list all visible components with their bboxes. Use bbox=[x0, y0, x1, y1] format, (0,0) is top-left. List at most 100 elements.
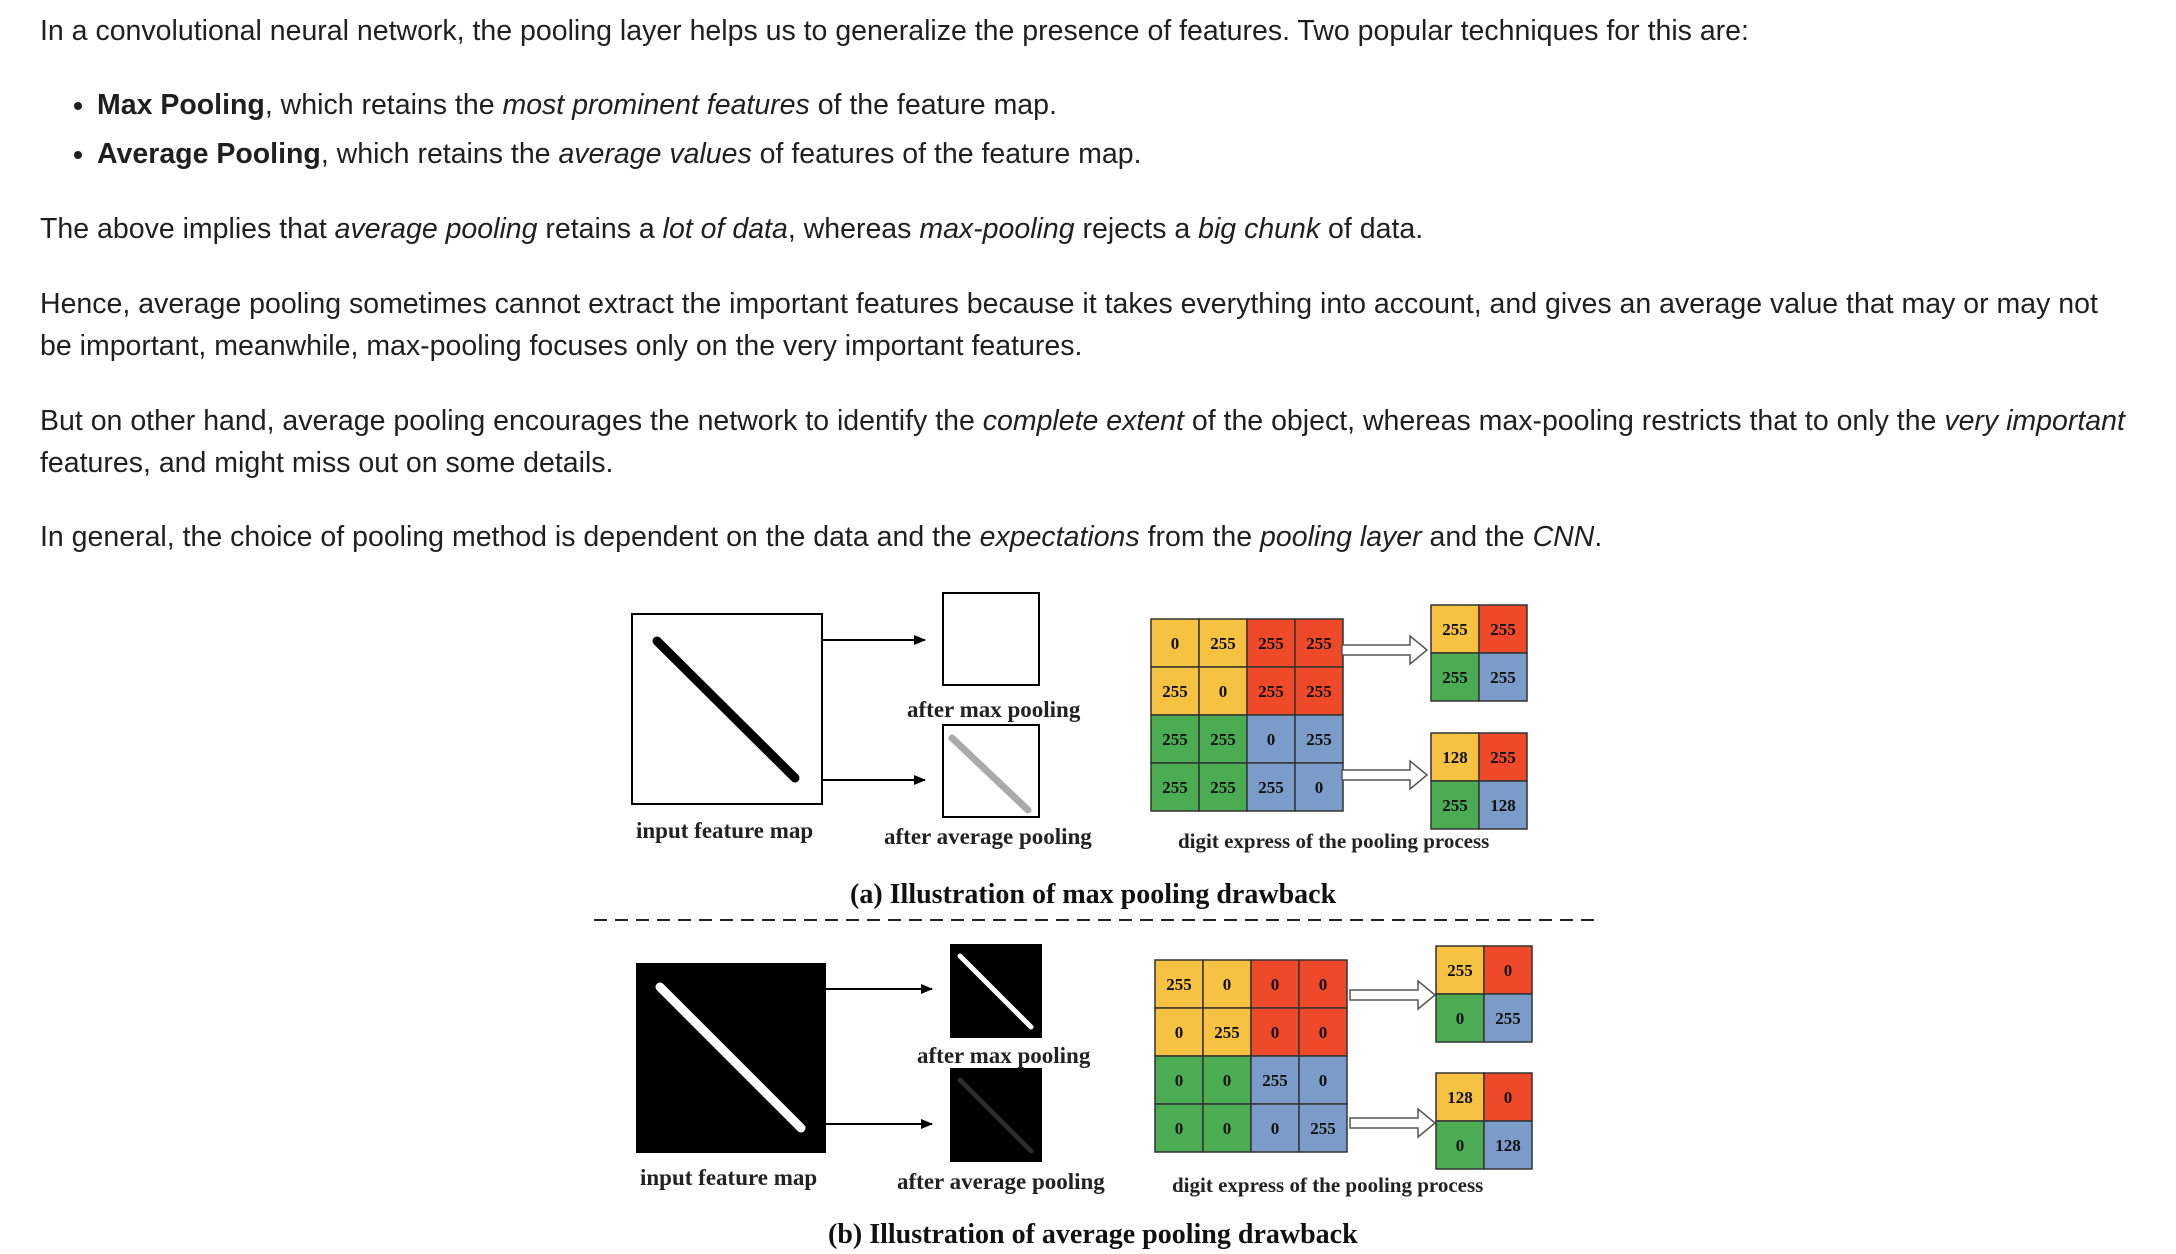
grid-cell bbox=[1198, 618, 1248, 668]
grid-cell-value: 255 bbox=[1490, 748, 1516, 767]
grid-cell-value: 255 bbox=[1306, 634, 1332, 653]
grid-cell-value: 0 bbox=[1271, 1119, 1280, 1138]
grid-cell-value: 0 bbox=[1456, 1009, 1465, 1028]
label-after-avg-b: after average pooling bbox=[897, 1169, 1105, 1194]
grid-cell-value: 255 bbox=[1210, 730, 1236, 749]
grid-cell-value: 255 bbox=[1447, 961, 1473, 980]
digit-grid-b: 255 0 0 0 0 255 0 0 0 0 255 0 0 0 0 255 bbox=[1154, 959, 1348, 1153]
grid-cell bbox=[1478, 732, 1528, 782]
grid-cell bbox=[1478, 652, 1528, 702]
paragraph-in-general: In general, the choice of pooling method… bbox=[40, 521, 1603, 553]
grid-cell bbox=[1198, 762, 1248, 812]
grid-cell bbox=[1246, 762, 1296, 812]
grid-cell bbox=[1435, 1072, 1485, 1122]
grid-cell-value: 255 bbox=[1442, 668, 1468, 687]
grid-cell-value: 255 bbox=[1495, 1009, 1521, 1028]
grid-cell-value: 0 bbox=[1175, 1119, 1184, 1138]
faint-line-b bbox=[957, 1077, 1034, 1154]
grid-cell-value: 0 bbox=[1223, 975, 1232, 994]
grid-cell bbox=[1250, 1103, 1300, 1153]
thin-line-b bbox=[957, 953, 1034, 1030]
grid-cell-value: 0 bbox=[1504, 961, 1513, 980]
grid-cell-value: 0 bbox=[1456, 1136, 1465, 1155]
grid-cell bbox=[1154, 1103, 1204, 1153]
hollow-arrow-b-avg bbox=[1349, 1107, 1437, 1139]
grid-cell bbox=[1250, 959, 1300, 1009]
grid-cell bbox=[1298, 1055, 1348, 1105]
diagonal-line-b bbox=[655, 982, 806, 1133]
grid-cell-value: 128 bbox=[1495, 1136, 1521, 1155]
avg-result-grid-b: 128 0 0 128 bbox=[1435, 1072, 1533, 1170]
grid-cell bbox=[1246, 618, 1296, 668]
grid-cell bbox=[1435, 945, 1485, 995]
label-digits-b: digit express of the pooling process bbox=[1172, 1173, 1483, 1197]
grid-cell-value: 128 bbox=[1442, 748, 1468, 767]
grid-cell-value: 255 bbox=[1258, 778, 1284, 797]
grid-cell-value: 255 bbox=[1214, 1023, 1240, 1042]
grid-cell-value: 0 bbox=[1175, 1023, 1184, 1042]
grid-cell-value: 0 bbox=[1267, 730, 1276, 749]
grid-cell-value: 255 bbox=[1258, 682, 1284, 701]
grid-cell bbox=[1246, 666, 1296, 716]
grid-cell-value: 0 bbox=[1271, 1023, 1280, 1042]
grid-cell bbox=[1250, 1055, 1300, 1105]
grid-cell-value: 128 bbox=[1490, 796, 1516, 815]
caption-a: (a) Illustration of max pooling drawback bbox=[850, 879, 1337, 910]
grid-cell bbox=[1483, 1120, 1533, 1170]
grid-cell-value: 255 bbox=[1166, 975, 1192, 994]
grid-cell-value: 255 bbox=[1258, 634, 1284, 653]
grid-cell bbox=[1483, 993, 1533, 1043]
grid-cell-value: 128 bbox=[1447, 1088, 1473, 1107]
list-item-max: Max Pooling, which retains the most prom… bbox=[97, 84, 1141, 126]
pooling-list: Max Pooling, which retains the most prom… bbox=[40, 84, 1141, 175]
grid-cell bbox=[1298, 1007, 1348, 1057]
term-max: Max Pooling bbox=[97, 89, 265, 121]
label-after-max-b: after max pooling bbox=[917, 1043, 1091, 1068]
panel-b: 255 0 0 00 255 0 00 0 255 00 0 0 255 255 00 255 128 00 1… bbox=[636, 944, 1533, 1250]
hollow-arrow-a-max bbox=[1341, 634, 1429, 666]
faded-line-a bbox=[948, 734, 1032, 814]
intro-paragraph: In a convolutional neural network, the p… bbox=[40, 15, 1749, 47]
paragraph-data-retention: The above implies that average pooling r… bbox=[40, 213, 1424, 245]
grid-cell bbox=[1430, 604, 1480, 654]
grid-cell bbox=[1298, 1103, 1348, 1153]
after-max-pooling-box-a bbox=[942, 592, 1040, 686]
max-result-grid-b: 255 0 0 255 bbox=[1435, 945, 1533, 1043]
grid-cell-value: 255 bbox=[1442, 796, 1468, 815]
grid-cell-value: 255 bbox=[1310, 1119, 1336, 1138]
label-input-b: input feature map bbox=[640, 1165, 817, 1190]
grid-cell bbox=[1154, 1007, 1204, 1057]
hollow-arrow-a-avg bbox=[1341, 759, 1429, 791]
grid-cell-value: 0 bbox=[1175, 1071, 1184, 1090]
term-average: Average Pooling bbox=[97, 138, 321, 170]
grid-cell bbox=[1294, 762, 1344, 812]
grid-cell-value: 255 bbox=[1442, 620, 1468, 639]
grid-cell bbox=[1198, 666, 1248, 716]
caption-b: (b) Illustration of average pooling draw… bbox=[828, 1219, 1358, 1250]
grid-cell bbox=[1246, 714, 1296, 764]
grid-cell bbox=[1298, 959, 1348, 1009]
grid-cell-value: 0 bbox=[1271, 975, 1280, 994]
avg-result-grid-a: 128 255 255 128 bbox=[1430, 732, 1528, 830]
grid-cell-value: 0 bbox=[1319, 1071, 1328, 1090]
grid-cell bbox=[1478, 604, 1528, 654]
grid-cell-value: 255 bbox=[1490, 620, 1516, 639]
grid-cell-value: 0 bbox=[1223, 1071, 1232, 1090]
grid-cell bbox=[1478, 780, 1528, 830]
label-digits-a: digit express of the pooling process bbox=[1178, 829, 1489, 853]
grid-cell-value: 0 bbox=[1171, 634, 1180, 653]
max-result-grid-a: 255 255 255 255 bbox=[1430, 604, 1528, 702]
hollow-arrow-b-max bbox=[1349, 979, 1437, 1011]
grid-cell bbox=[1202, 1103, 1252, 1153]
grid-cell-value: 255 bbox=[1162, 682, 1188, 701]
grid-cell-value: 255 bbox=[1306, 730, 1332, 749]
digit-grid-a: 0 255 255 255 255 0 255 255 255 255 0 255 255 255 255 0 bbox=[1150, 618, 1344, 812]
grid-cell bbox=[1154, 1055, 1204, 1105]
grid-cell bbox=[1150, 714, 1200, 764]
grid-cell-value: 0 bbox=[1319, 975, 1328, 994]
label-input-a: input feature map bbox=[636, 818, 813, 843]
diagonal-line-a bbox=[652, 636, 800, 783]
grid-cell-value: 255 bbox=[1490, 668, 1516, 687]
grid-cell-value: 0 bbox=[1504, 1088, 1513, 1107]
